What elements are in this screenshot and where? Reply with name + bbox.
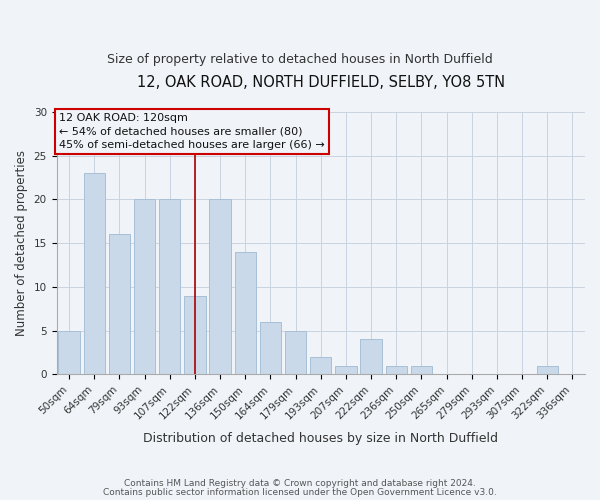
Bar [109,234,130,374]
Bar [335,366,356,374]
Y-axis label: Number of detached properties: Number of detached properties [15,150,28,336]
Bar [235,252,256,374]
Bar [134,200,155,374]
Title: 12, OAK ROAD, NORTH DUFFIELD, SELBY, YO8 5TN: 12, OAK ROAD, NORTH DUFFIELD, SELBY, YO8… [137,75,505,90]
Text: Contains public sector information licensed under the Open Government Licence v3: Contains public sector information licen… [103,488,497,497]
Text: Size of property relative to detached houses in North Duffield: Size of property relative to detached ho… [107,52,493,66]
Bar [58,330,80,374]
Bar [83,173,105,374]
Text: Contains HM Land Registry data © Crown copyright and database right 2024.: Contains HM Land Registry data © Crown c… [124,478,476,488]
Bar [159,200,181,374]
Bar [209,200,231,374]
Bar [310,357,331,374]
Bar [386,366,407,374]
Bar [361,340,382,374]
Bar [536,366,558,374]
Bar [411,366,432,374]
Bar [184,296,206,374]
Bar [285,330,306,374]
X-axis label: Distribution of detached houses by size in North Duffield: Distribution of detached houses by size … [143,432,498,445]
Bar [260,322,281,374]
Text: 12 OAK ROAD: 120sqm
← 54% of detached houses are smaller (80)
45% of semi-detach: 12 OAK ROAD: 120sqm ← 54% of detached ho… [59,114,325,150]
